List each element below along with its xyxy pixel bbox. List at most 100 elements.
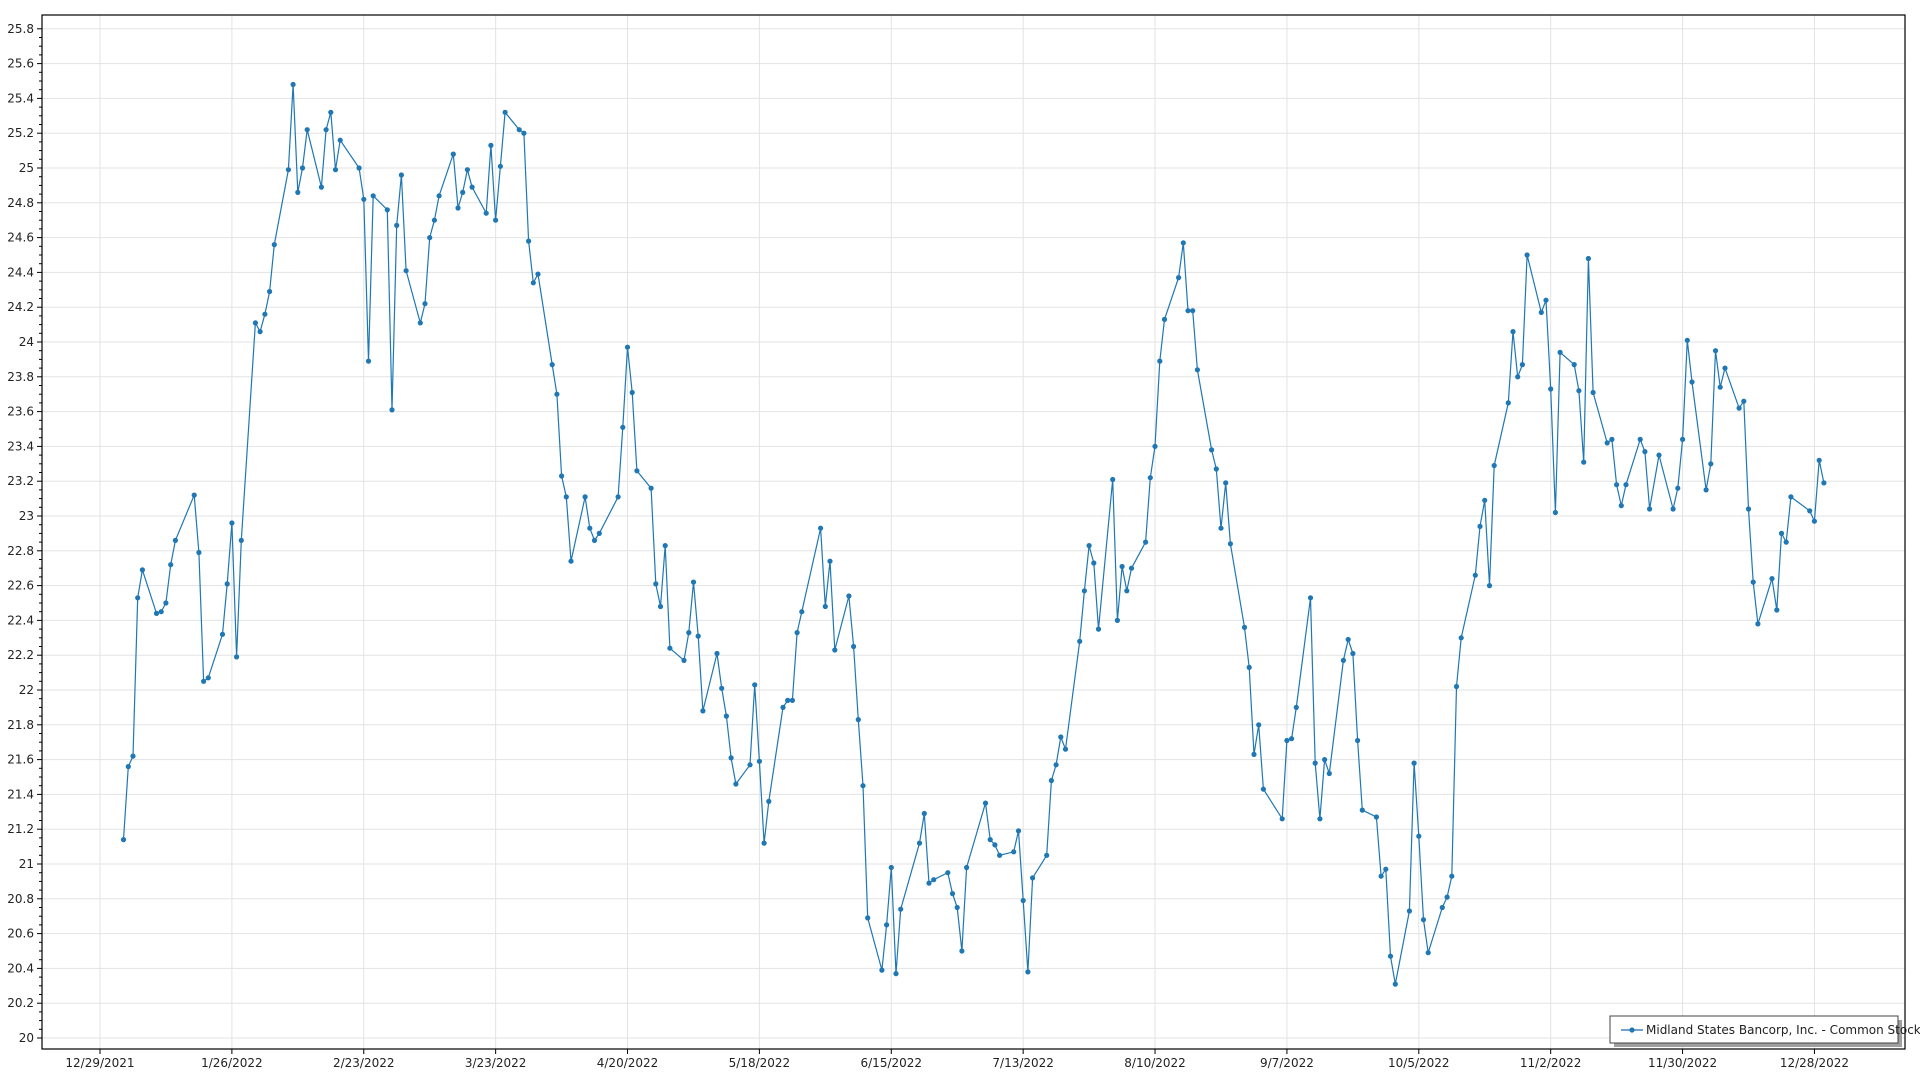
data-point bbox=[756, 758, 763, 764]
data-point bbox=[1190, 308, 1196, 314]
y-tick-label: 20.6 bbox=[7, 927, 34, 941]
data-point bbox=[1637, 436, 1643, 442]
data-point bbox=[1048, 777, 1054, 784]
data-point bbox=[695, 633, 701, 639]
data-point bbox=[1750, 579, 1756, 585]
y-tick-label: 20.2 bbox=[7, 996, 34, 1010]
data-point bbox=[1251, 751, 1257, 758]
data-point bbox=[1025, 969, 1031, 975]
data-point bbox=[1708, 461, 1714, 467]
data-point bbox=[295, 189, 301, 195]
data-point bbox=[460, 189, 466, 195]
y-tick-label: 22.8 bbox=[7, 544, 34, 558]
data-point bbox=[483, 210, 489, 216]
data-point bbox=[629, 389, 635, 396]
data-point bbox=[1194, 367, 1200, 373]
data-point bbox=[1223, 480, 1229, 486]
data-point bbox=[1383, 866, 1389, 872]
data-point bbox=[1387, 953, 1394, 959]
data-point bbox=[1350, 650, 1356, 657]
legend[interactable]: Midland States Bancorp, Inc. - Common St… bbox=[1609, 1015, 1920, 1047]
x-tick-label: 11/2/2022 bbox=[1520, 1056, 1582, 1070]
data-point bbox=[1656, 452, 1662, 458]
y-tick-label: 20.4 bbox=[7, 961, 34, 975]
data-point bbox=[1778, 530, 1785, 537]
data-point bbox=[780, 704, 786, 711]
data-point bbox=[1590, 389, 1596, 396]
data-point bbox=[1218, 525, 1224, 531]
data-point bbox=[1260, 786, 1266, 792]
data-point bbox=[163, 600, 169, 606]
x-tick-label: 12/29/2021 bbox=[65, 1056, 134, 1070]
data-point bbox=[624, 344, 631, 350]
data-point bbox=[700, 708, 706, 714]
data-point bbox=[271, 242, 277, 248]
data-point bbox=[559, 473, 565, 479]
data-point bbox=[1406, 908, 1412, 914]
data-point bbox=[1416, 833, 1422, 839]
legend-marker-icon bbox=[1629, 1027, 1635, 1033]
data-point bbox=[1642, 449, 1648, 455]
data-point bbox=[1030, 875, 1036, 881]
data-point bbox=[488, 142, 494, 148]
data-point bbox=[469, 184, 475, 190]
data-point bbox=[949, 891, 956, 897]
data-point bbox=[394, 222, 400, 228]
data-point bbox=[153, 610, 160, 617]
x-tick-label: 7/13/2022 bbox=[992, 1056, 1054, 1070]
data-point bbox=[431, 217, 437, 223]
data-point bbox=[653, 581, 659, 587]
data-point bbox=[591, 537, 598, 544]
data-point bbox=[1157, 358, 1163, 364]
data-point bbox=[1114, 617, 1120, 624]
data-point bbox=[634, 468, 640, 474]
data-point bbox=[865, 915, 871, 921]
data-point bbox=[1614, 482, 1620, 488]
data-point bbox=[1279, 816, 1285, 822]
data-point bbox=[992, 842, 998, 848]
data-point bbox=[1293, 704, 1299, 711]
data-point bbox=[1741, 398, 1747, 404]
data-point bbox=[1581, 459, 1587, 465]
data-point bbox=[931, 877, 937, 883]
data-point bbox=[158, 609, 164, 615]
data-point bbox=[1044, 852, 1050, 858]
data-point bbox=[285, 167, 291, 173]
data-point bbox=[1147, 475, 1153, 481]
data-point bbox=[1472, 572, 1478, 578]
data-point bbox=[945, 870, 951, 876]
x-axis: 12/29/2021 1/26/2022 2/23/2022 3/23/2022 4/2… bbox=[65, 1049, 1849, 1070]
data-point bbox=[1811, 518, 1817, 524]
data-point bbox=[888, 864, 894, 871]
x-tick-label: 5/18/2022 bbox=[729, 1056, 791, 1070]
data-point bbox=[1774, 607, 1780, 613]
data-point bbox=[1439, 904, 1445, 911]
data-point bbox=[1176, 275, 1182, 281]
data-point bbox=[191, 492, 197, 498]
data-point bbox=[427, 235, 433, 241]
data-point bbox=[356, 165, 362, 171]
data-point bbox=[1552, 509, 1558, 516]
data-point bbox=[667, 645, 673, 651]
data-point bbox=[516, 127, 522, 133]
data-point bbox=[921, 810, 927, 817]
legend-box bbox=[1609, 1015, 1899, 1044]
data-point bbox=[1585, 255, 1591, 262]
data-point bbox=[497, 163, 503, 169]
data-point bbox=[168, 562, 174, 568]
data-point bbox=[1180, 240, 1186, 246]
data-point bbox=[1491, 462, 1497, 469]
data-point bbox=[681, 657, 687, 664]
data-point bbox=[1609, 436, 1615, 442]
data-point bbox=[201, 678, 207, 684]
data-point bbox=[337, 137, 343, 143]
data-point bbox=[1420, 917, 1427, 923]
data-point bbox=[827, 558, 833, 564]
data-point bbox=[530, 280, 536, 286]
data-point bbox=[1477, 523, 1483, 530]
data-point bbox=[464, 167, 470, 173]
y-tick-label: 22.4 bbox=[7, 613, 34, 627]
data-point bbox=[1449, 873, 1455, 879]
data-point bbox=[493, 217, 499, 223]
